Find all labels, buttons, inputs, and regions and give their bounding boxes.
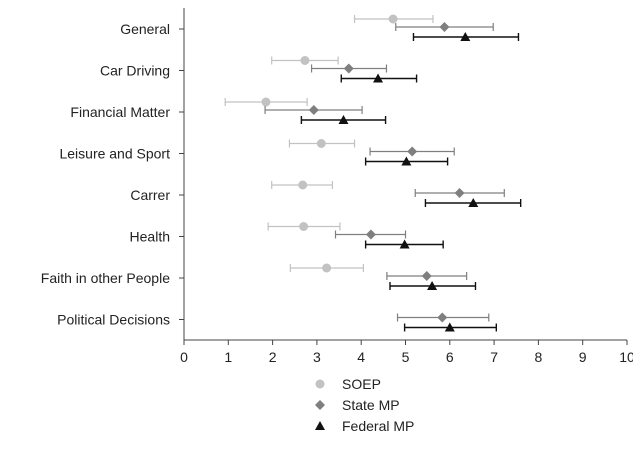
x-tick-label: 6 (446, 349, 454, 365)
x-tick-label: 3 (313, 349, 321, 365)
category-label: Faith in other People (41, 270, 170, 286)
series-federal-mp (300, 32, 522, 332)
data-point (322, 263, 332, 273)
legend-label: State MP (342, 397, 400, 413)
series-state-mp (264, 22, 505, 323)
legend-label: SOEP (342, 376, 381, 392)
x-tick-label: 2 (269, 349, 277, 365)
x-tick-label: 10 (619, 349, 633, 365)
data-point (468, 198, 479, 207)
data-point (454, 188, 465, 198)
x-tick-label: 5 (402, 349, 410, 365)
x-tick-label: 1 (224, 349, 232, 365)
data-point (365, 229, 376, 240)
data-point (437, 312, 448, 323)
series-soep (224, 14, 434, 273)
x-tick-label: 4 (357, 349, 365, 365)
category-label: Political Decisions (57, 312, 170, 328)
legend: SOEP State MP Federal MP (315, 376, 414, 434)
data-point (343, 63, 354, 74)
data-point (388, 14, 398, 24)
data-point (460, 32, 471, 41)
legend-marker (315, 421, 325, 430)
data-point (338, 115, 349, 124)
legend-marker (315, 379, 325, 389)
data-point (421, 271, 432, 281)
x-axis: 0 1 2 3 4 5 6 7 8 9 10 (180, 8, 633, 365)
data-point (401, 156, 412, 166)
data-point (261, 97, 271, 107)
category-label: Financial Matter (70, 104, 170, 120)
data-point (300, 56, 310, 65)
category-label: Leisure and Sport (59, 146, 170, 162)
x-tick-label: 7 (490, 349, 498, 365)
data-point (373, 73, 384, 83)
plot-area (224, 14, 522, 332)
data-point (399, 239, 410, 249)
category-labels: General Car Driving Financial Matter Leisur… (41, 21, 184, 328)
data-point (299, 222, 309, 231)
category-label: Car Driving (100, 63, 170, 79)
data-point (298, 180, 308, 190)
x-tick-label: 0 (180, 349, 188, 365)
data-point (427, 281, 438, 290)
category-label: Carrer (130, 187, 170, 203)
data-point (439, 22, 450, 32)
x-tick-label: 8 (535, 349, 543, 365)
x-tick-label: 9 (579, 349, 587, 365)
category-label: Health (130, 229, 170, 245)
data-point (316, 139, 326, 148)
category-label: General (120, 21, 170, 37)
data-point (308, 105, 319, 115)
data-point (407, 146, 418, 157)
legend-marker (315, 400, 325, 410)
data-point (444, 322, 455, 332)
legend-label: Federal MP (342, 418, 414, 434)
